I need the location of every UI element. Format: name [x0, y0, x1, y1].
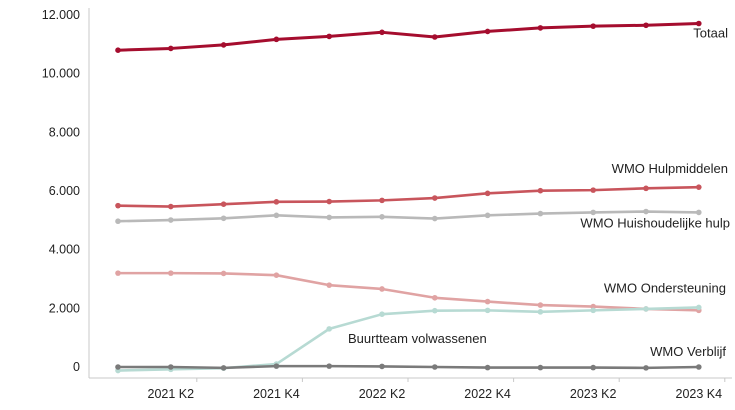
data-point — [432, 195, 438, 201]
x-tick-label: 2023 K4 — [676, 387, 723, 401]
data-point — [115, 47, 121, 53]
series-line — [116, 210, 701, 223]
data-point — [326, 363, 333, 369]
data-point — [696, 20, 702, 27]
data-point — [432, 307, 438, 314]
data-point — [326, 326, 333, 332]
data-point — [168, 45, 174, 52]
data-point — [379, 214, 385, 220]
series-label: Totaal — [693, 26, 728, 41]
data-point — [115, 218, 121, 225]
y-tick-label: 6.000 — [49, 184, 80, 198]
data-point — [484, 212, 491, 219]
data-point — [590, 209, 596, 216]
data-point — [432, 34, 438, 40]
series-label: WMO Ondersteuning — [604, 280, 726, 295]
y-tick-label: 2.000 — [49, 301, 80, 315]
data-point — [115, 202, 121, 209]
data-point — [590, 187, 596, 193]
data-point — [168, 364, 174, 370]
data-point — [326, 282, 333, 288]
data-point — [484, 307, 491, 314]
x-tick-label: 2022 K2 — [359, 387, 406, 401]
data-point — [537, 25, 544, 31]
data-point — [168, 217, 174, 223]
data-point — [537, 187, 544, 194]
data-point — [379, 29, 385, 36]
data-point — [643, 208, 649, 215]
data-point — [484, 190, 491, 197]
y-tick-label: 12.000 — [42, 8, 80, 22]
series-line — [116, 22, 701, 52]
y-tick-label: 0 — [73, 360, 80, 374]
data-point — [326, 214, 333, 221]
data-point — [696, 304, 702, 311]
series-line — [116, 364, 701, 370]
data-point — [432, 364, 438, 370]
x-tick-label: 2021 K4 — [253, 387, 300, 401]
data-point — [220, 215, 227, 222]
data-point — [643, 22, 649, 29]
data-point — [537, 309, 544, 315]
data-point — [484, 298, 491, 305]
data-point — [220, 365, 227, 371]
data-point — [432, 294, 438, 301]
x-tick-label: 2023 K2 — [570, 387, 617, 401]
data-point — [432, 215, 438, 222]
data-point — [643, 185, 649, 192]
data-point — [220, 42, 227, 48]
data-point — [326, 198, 333, 205]
data-point — [115, 364, 121, 370]
data-point — [590, 23, 596, 29]
y-tick-label: 10.000 — [42, 67, 80, 81]
series-label: Buurtteam volwassenen — [348, 331, 487, 346]
x-tick-label: 2022 K4 — [464, 387, 511, 401]
data-point — [696, 184, 702, 190]
series-label: WMO Huishoudelijke hulp — [580, 215, 730, 230]
data-point — [590, 307, 596, 314]
series-label: WMO Hulpmiddelen — [612, 161, 728, 176]
data-point — [273, 272, 280, 278]
data-point — [590, 364, 596, 371]
y-tick-label: 8.000 — [49, 125, 80, 139]
data-point — [273, 199, 280, 205]
data-point — [484, 364, 491, 371]
data-point — [643, 365, 649, 371]
data-point — [379, 363, 385, 370]
series-label: WMO Verblijf — [650, 344, 726, 359]
x-tick-label: 2021 K2 — [148, 387, 195, 401]
data-point — [379, 197, 385, 204]
data-point — [537, 302, 544, 308]
data-point — [696, 364, 702, 370]
data-point — [273, 363, 280, 369]
data-point — [379, 286, 385, 292]
data-point — [537, 210, 544, 217]
data-point — [537, 364, 544, 371]
data-point — [379, 311, 385, 318]
data-point — [484, 28, 491, 35]
data-point — [168, 270, 174, 276]
data-point — [696, 209, 702, 216]
data-point — [273, 36, 280, 43]
data-point — [115, 270, 121, 276]
data-point — [273, 212, 280, 219]
y-tick-label: 4.000 — [49, 243, 80, 257]
data-point — [168, 203, 174, 210]
data-point — [326, 33, 333, 40]
data-point — [643, 306, 649, 312]
series-line — [116, 185, 701, 208]
data-point — [220, 201, 227, 207]
series-line — [116, 271, 701, 312]
data-point — [220, 270, 227, 277]
